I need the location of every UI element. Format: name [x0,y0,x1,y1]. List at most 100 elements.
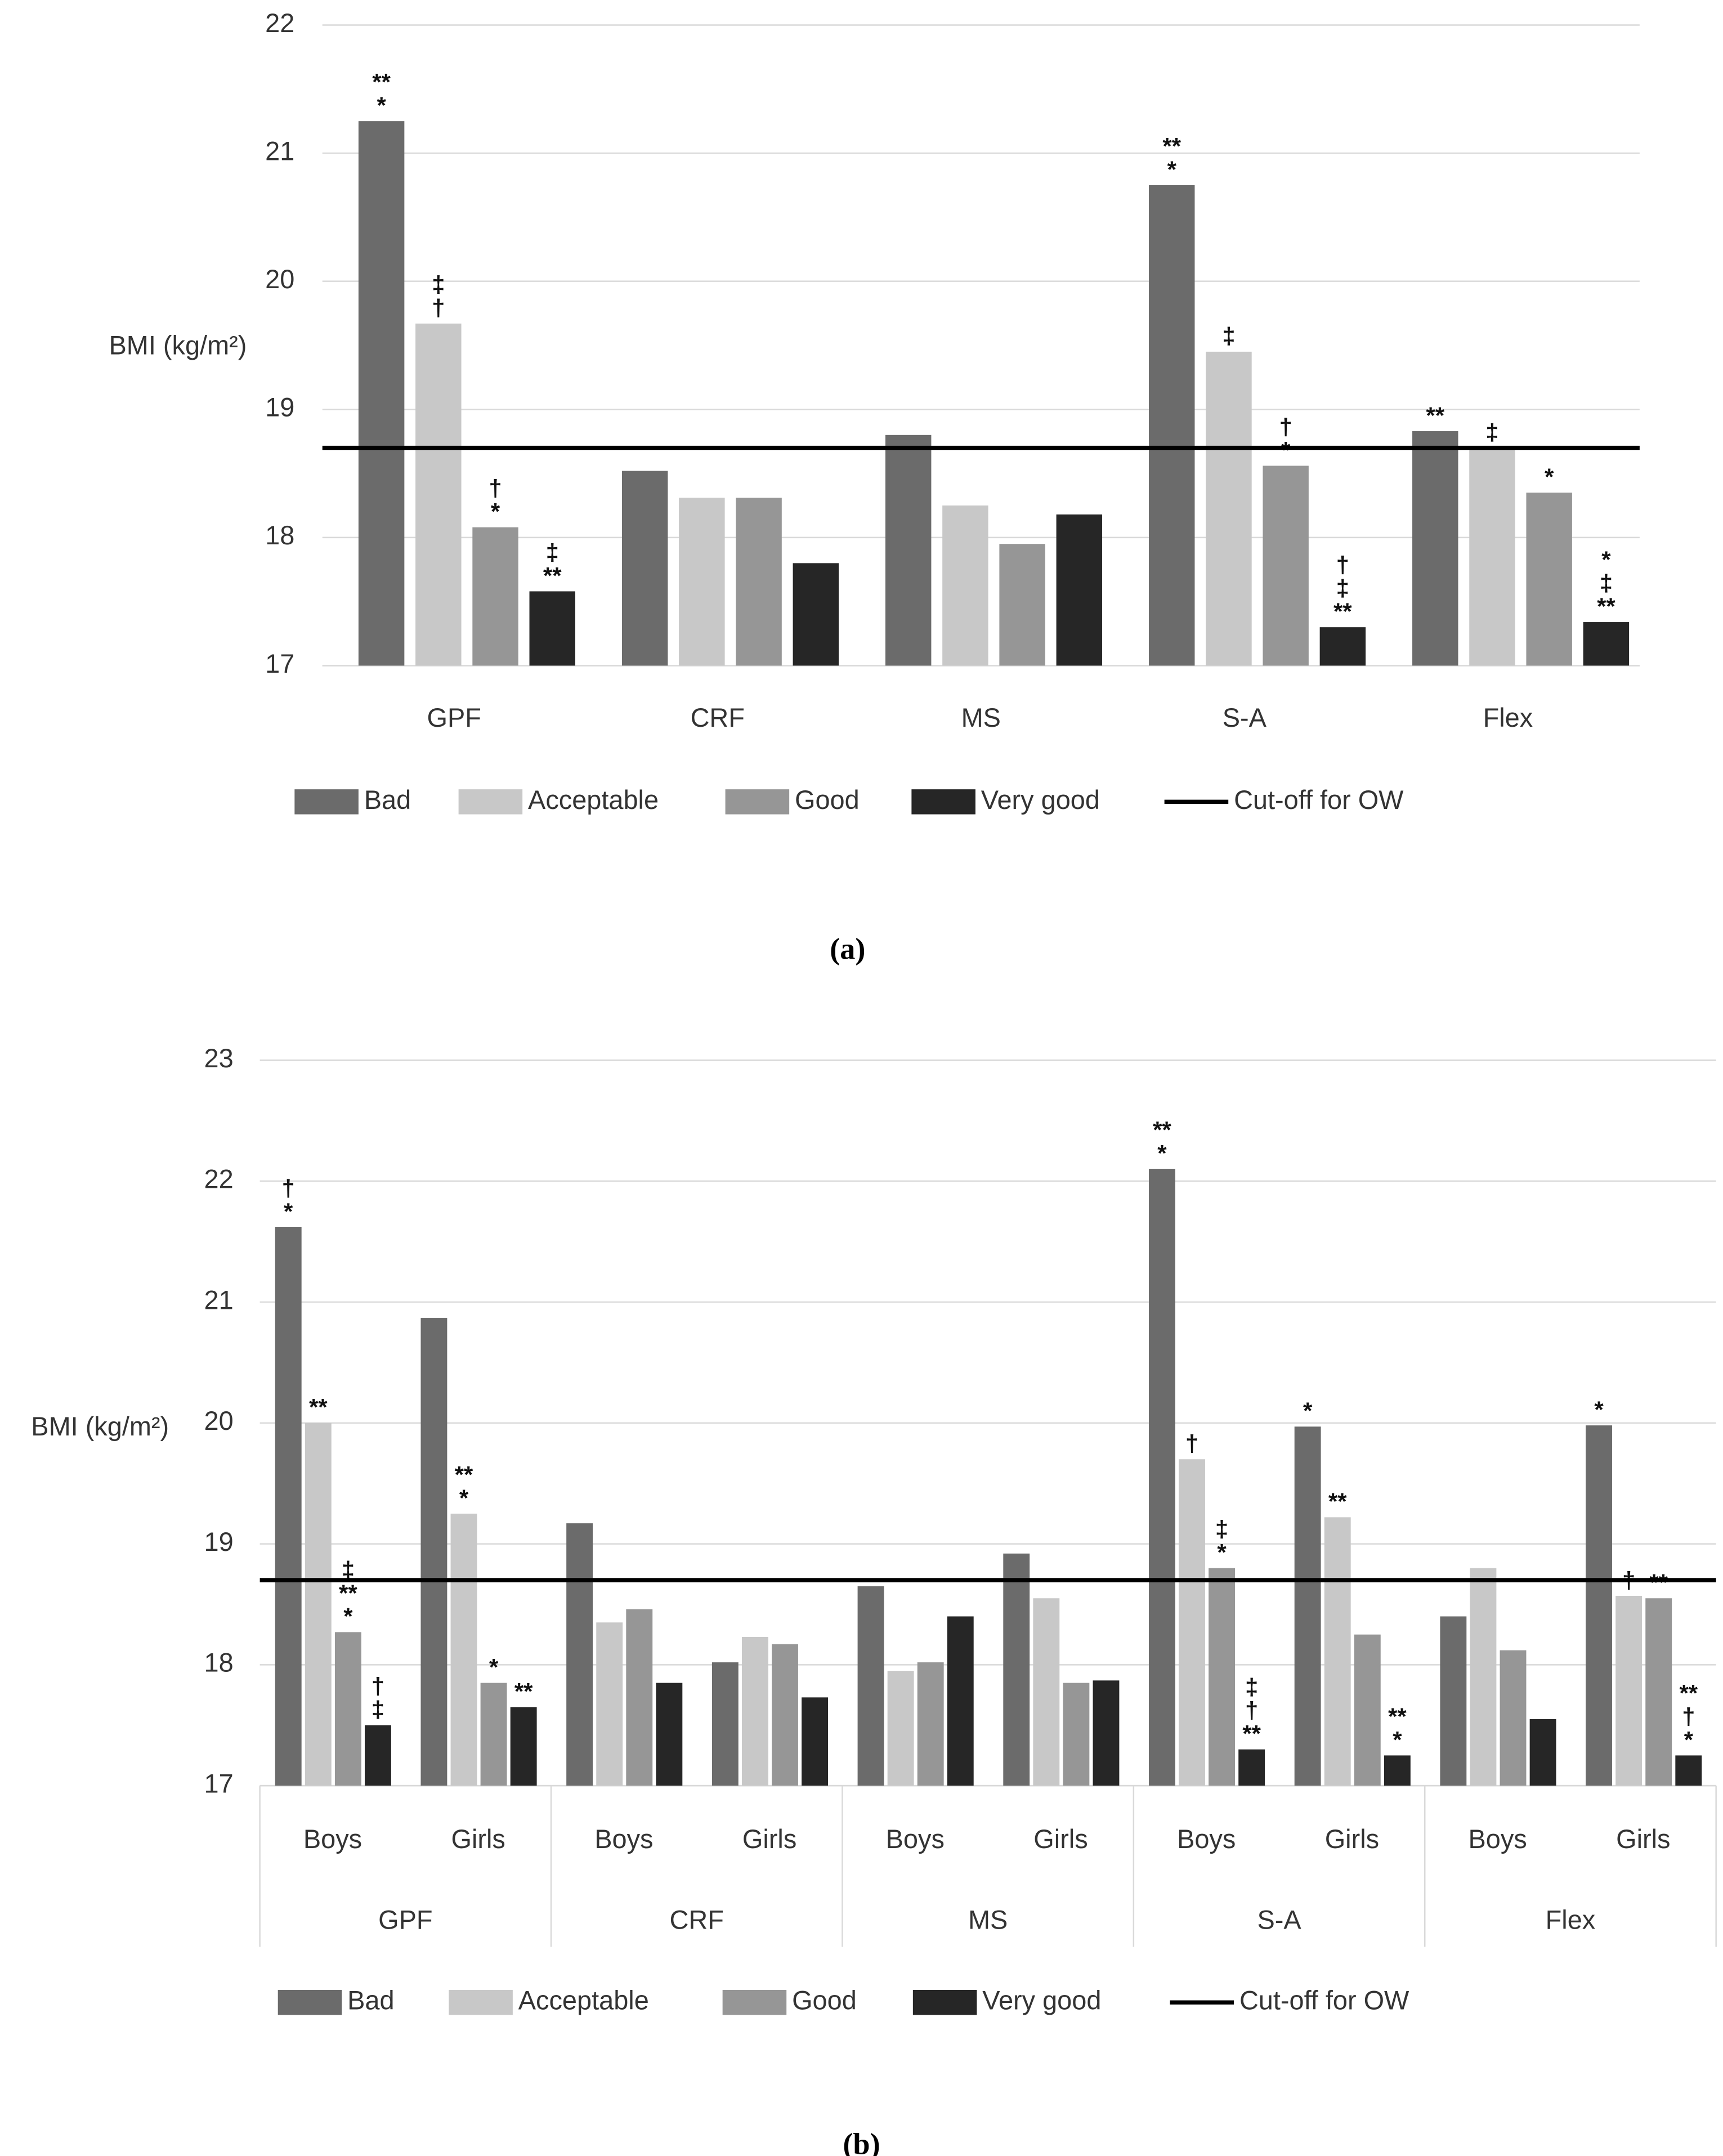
significance-mark: ** [1597,593,1615,619]
significance-mark: * [491,498,500,525]
legend-swatch [458,789,523,815]
significance-mark: ** [1162,133,1181,159]
bar [626,1609,653,1786]
x-tick-label: S-A [1223,703,1267,732]
group-label: S-A [1257,1905,1301,1934]
significance-mark: † [1185,1430,1198,1457]
bar [529,591,575,666]
bar [772,1644,798,1786]
group-label: GPF [378,1905,432,1934]
bar [1470,1568,1497,1786]
bar [679,498,725,666]
bar [415,323,462,666]
significance-mark: † [1682,1703,1695,1729]
y-tick-label: 22 [204,1165,234,1194]
significance-mark: † [432,294,445,321]
y-tick-label: 19 [204,1527,234,1556]
significance-mark: ** [543,562,562,589]
bar [1440,1616,1467,1786]
group-label: Flex [1546,1905,1596,1934]
bar [1500,1650,1527,1786]
significance-mark: * [459,1484,469,1511]
significance-mark: ‡ [1336,575,1349,601]
bar [1526,493,1572,666]
bar [596,1622,623,1786]
x-tick-label: Boys [1468,1824,1527,1854]
bar [885,435,932,666]
significance-mark: ** [1679,1680,1698,1706]
y-tick-label: 21 [204,1285,234,1314]
bar [1093,1680,1120,1786]
significance-mark: † [1245,1697,1258,1724]
caption: (a) [830,932,865,965]
legend-label: Cut-off for OW [1234,785,1404,815]
bar [334,1632,361,1786]
significance-mark: ** [1649,1569,1668,1596]
x-tick-label: Boys [303,1824,362,1854]
group-label: MS [968,1905,1008,1934]
significance-mark: ‡ [432,271,445,298]
y-tick-label: 18 [204,1648,234,1678]
legend-swatch [278,1989,342,2015]
bar [887,1671,914,1786]
significance-mark: ‡ [1485,419,1498,445]
bar [857,1586,884,1786]
bar [999,544,1045,666]
bar [1324,1517,1351,1786]
bar [480,1683,507,1786]
legend-swatch [449,1989,513,2015]
significance-mark: ‡ [546,539,559,565]
significance-mark: * [1157,1140,1167,1166]
legend-label: Good [792,1986,857,2015]
y-tick-label: 19 [265,393,294,422]
bar [472,527,518,666]
y-tick-label: 21 [265,136,294,165]
bar [1469,448,1515,666]
x-tick-label: Girls [451,1824,505,1854]
bar [1529,1719,1556,1786]
bar [510,1707,537,1786]
bar [947,1616,974,1786]
legend-label: Bad [347,1986,394,2015]
legend-swatch [911,789,975,815]
x-tick-label: CRF [691,703,745,732]
y-axis-label: BMI (kg/m²) [31,1412,169,1441]
significance-mark: † [489,475,502,502]
bar [1003,1553,1030,1786]
x-tick-label: Boys [1177,1824,1236,1854]
significance-mark: * [1594,1397,1604,1423]
significance-mark: ** [309,1394,328,1420]
bar [1615,1595,1643,1786]
bar [1033,1598,1060,1786]
significance-mark: * [377,92,386,119]
significance-mark: * [343,1603,353,1630]
significance-mark: * [284,1198,293,1224]
significance-mark: ** [1153,1117,1171,1143]
x-tick-label: Boys [886,1824,945,1854]
bar [741,1636,768,1786]
bar [1063,1683,1090,1786]
bar [566,1523,593,1786]
bar [1056,514,1103,666]
significance-mark: * [489,1654,499,1680]
legend-label: Acceptable [528,785,659,815]
legend-label: Very good [982,1986,1101,2015]
legend-label: Very good [981,785,1100,815]
significance-mark: † [282,1175,295,1201]
x-tick-label: Girls [742,1824,796,1854]
bar [1206,351,1252,666]
significance-mark: ** [372,69,391,95]
significance-mark: ** [1333,598,1352,625]
bar [275,1227,302,1786]
significance-mark: ‡ [1215,1515,1228,1542]
bar [1148,185,1195,666]
significance-mark: * [1217,1539,1227,1565]
legend-swatch [725,789,790,815]
significance-mark: ‡ [342,1556,355,1583]
caption: (b) [843,2127,880,2156]
bar [450,1513,477,1786]
legend-label: Acceptable [518,1986,649,2015]
x-tick-label: Boys [594,1824,653,1854]
